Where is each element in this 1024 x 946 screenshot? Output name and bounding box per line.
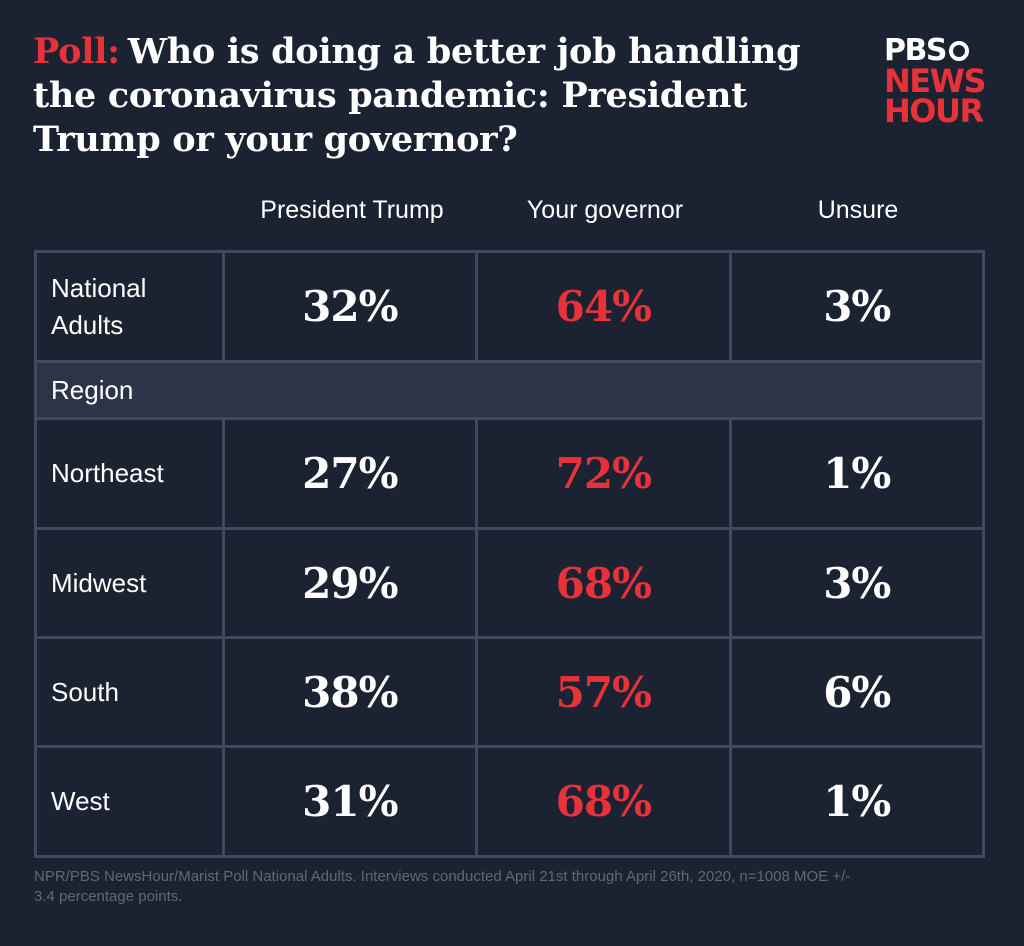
title-text: Who is doing a better job handling the c…: [33, 31, 801, 160]
pbs-head-icon: [948, 41, 969, 61]
table-row-west: West 31% 68% 1%: [37, 748, 985, 858]
value-unsure: 3%: [731, 253, 985, 363]
value-trump: 38%: [224, 639, 479, 748]
value-governor: 68%: [478, 748, 732, 858]
poll-table: National Adults 32% 64% 3% Region Northe…: [34, 250, 985, 858]
table-row-northeast: Northeast 27% 72% 1%: [37, 420, 985, 530]
value-unsure: 1%: [731, 748, 985, 858]
logo-news-text: NEWS: [884, 62, 986, 100]
value-trump: 29%: [224, 530, 479, 639]
title-kicker: Poll:: [33, 31, 120, 72]
value-governor: 68%: [478, 530, 732, 639]
value-trump: 31%: [224, 748, 479, 858]
pbs-newshour-logo: PBS NEWS HOUR: [884, 36, 994, 130]
chart-title: Poll: Who is doing a better job handling …: [33, 30, 853, 162]
logo-pbs-text: PBS: [884, 33, 947, 68]
value-trump: 32%: [224, 253, 479, 363]
value-trump: 27%: [224, 420, 479, 530]
table-row-midwest: Midwest 29% 68% 3%: [37, 530, 985, 639]
value-governor: 57%: [478, 639, 732, 748]
row-label: Northeast: [37, 420, 225, 530]
column-header-trump: President Trump: [260, 196, 444, 224]
value-unsure: 3%: [731, 530, 985, 639]
table-row-south: South 38% 57% 6%: [37, 639, 985, 748]
logo-pbs-line: PBS: [884, 36, 994, 66]
value-unsure: 6%: [731, 639, 985, 748]
logo-hour-text: HOUR: [884, 92, 984, 130]
column-header-governor: Your governor: [526, 196, 684, 224]
value-governor: 64%: [478, 253, 732, 363]
row-label: West: [37, 748, 225, 858]
value-unsure: 1%: [731, 420, 985, 530]
row-label: National Adults: [37, 253, 225, 363]
column-header-unsure: Unsure: [817, 196, 899, 224]
row-label: South: [37, 639, 225, 748]
table-row-national: National Adults 32% 64% 3%: [37, 253, 985, 363]
region-group-header: Region: [37, 363, 985, 420]
value-governor: 72%: [478, 420, 732, 530]
row-label: Midwest: [37, 530, 225, 639]
source-footnote: NPR/PBS NewsHour/Marist Poll National Ad…: [34, 868, 851, 905]
